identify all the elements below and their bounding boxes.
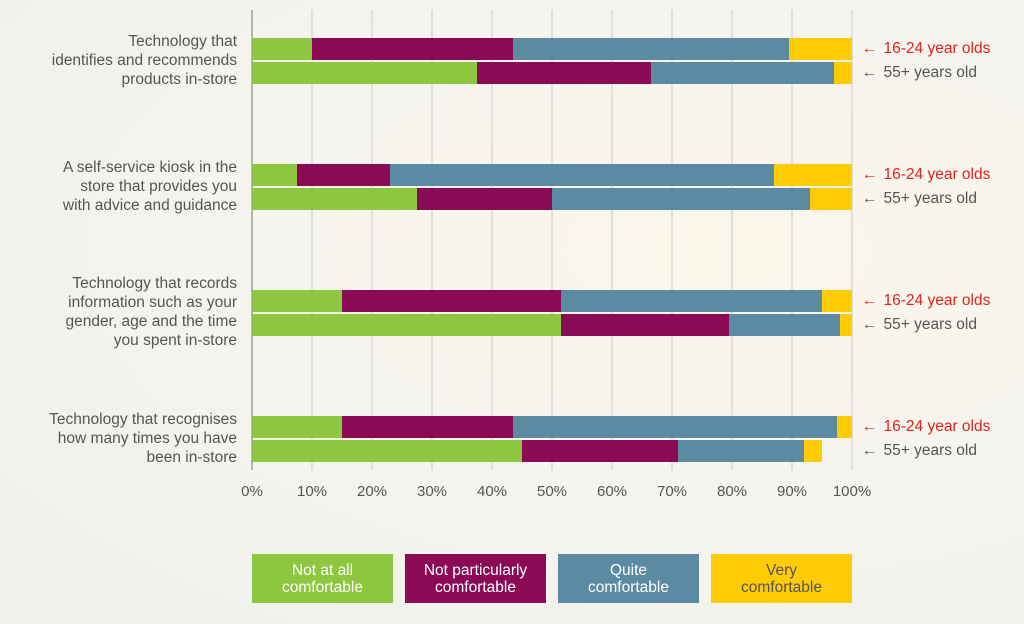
question-label: Technology that records information such… [65, 275, 238, 349]
bar-segment [789, 38, 852, 60]
bar-segment [252, 38, 312, 60]
arrow-left-icon: ← [862, 316, 878, 333]
group-label-text: 16-24 year olds [883, 292, 991, 309]
x-tick-label: 30% [417, 483, 447, 500]
x-tick-label: 90% [777, 483, 807, 500]
bar-segment [417, 188, 552, 210]
arrow-left-icon: ← [862, 166, 878, 183]
bar-segment [252, 188, 417, 210]
legend-item: Not particularly comfortable [405, 554, 546, 603]
group-label: ← 16-24 year olds [862, 166, 990, 184]
question-label: Technology that recognises how many time… [49, 410, 237, 466]
bar-segment [297, 164, 390, 186]
bar-segment [342, 416, 513, 438]
bar-segment [390, 164, 774, 186]
legend-item: Very comfortable [711, 554, 852, 603]
arrow-left-icon: ← [862, 292, 878, 309]
group-label: ← 55+ years old [862, 316, 977, 334]
group-label: ← 16-24 year olds [862, 418, 990, 436]
arrow-left-icon: ← [862, 40, 878, 57]
bar-segment [834, 62, 852, 84]
bar-segment [561, 290, 822, 312]
bar-segment [810, 188, 852, 210]
group-label: ← 55+ years old [862, 190, 977, 208]
bar-segment [252, 164, 297, 186]
group-label-text: 55+ years old [883, 442, 978, 459]
bar-segment [252, 62, 477, 84]
x-tick-label: 20% [357, 483, 387, 500]
group-label: ← 55+ years old [862, 442, 977, 460]
bar-segment [252, 416, 342, 438]
arrow-left-icon: ← [862, 190, 878, 207]
group-label: ← 16-24 year olds [862, 292, 990, 310]
arrow-left-icon: ← [862, 418, 878, 435]
arrow-left-icon: ← [862, 442, 878, 459]
group-label-text: 16-24 year olds [883, 166, 991, 183]
legend-item: Quite comfortable [558, 554, 699, 603]
bar-segment [678, 440, 804, 462]
legend-item: Not at all comfortable [252, 554, 393, 603]
bar-segment [252, 314, 561, 336]
group-label-text: 55+ years old [883, 316, 978, 333]
question-label: Technology that identifies and recommend… [51, 32, 237, 88]
bar-segment [837, 416, 852, 438]
bar-segment [651, 62, 834, 84]
group-label: ← 16-24 year olds [862, 40, 990, 58]
x-tick-label: 80% [717, 483, 747, 500]
bar-segment [822, 290, 852, 312]
arrow-left-icon: ← [862, 64, 878, 81]
bar-segment [342, 290, 561, 312]
group-label-text: 16-24 year olds [883, 40, 991, 57]
group-label-text: 55+ years old [883, 64, 978, 81]
group-label: ← 55+ years old [862, 64, 977, 82]
bar-segment [561, 314, 729, 336]
bar-segment [522, 440, 678, 462]
bar-segment [513, 416, 837, 438]
group-label-text: 16-24 year olds [883, 418, 991, 435]
x-tick-label: 0% [241, 483, 263, 500]
x-tick-label: 40% [477, 483, 507, 500]
bar-segment [252, 440, 522, 462]
bar-segment [513, 38, 789, 60]
bar-segment [729, 314, 840, 336]
x-tick-label: 100% [833, 483, 871, 500]
bar-segment [477, 62, 651, 84]
x-tick-label: 50% [537, 483, 567, 500]
x-tick-label: 60% [597, 483, 627, 500]
bar-segment [774, 164, 852, 186]
bar-segment [552, 188, 810, 210]
question-label: A self-service kiosk in the store that p… [62, 158, 237, 214]
bar-segment [840, 314, 852, 336]
x-tick-label: 10% [297, 483, 327, 500]
bar-segment [804, 440, 822, 462]
group-label-text: 55+ years old [883, 190, 978, 207]
bar-segment [312, 38, 513, 60]
bar-segment [252, 290, 342, 312]
x-tick-label: 70% [657, 483, 687, 500]
